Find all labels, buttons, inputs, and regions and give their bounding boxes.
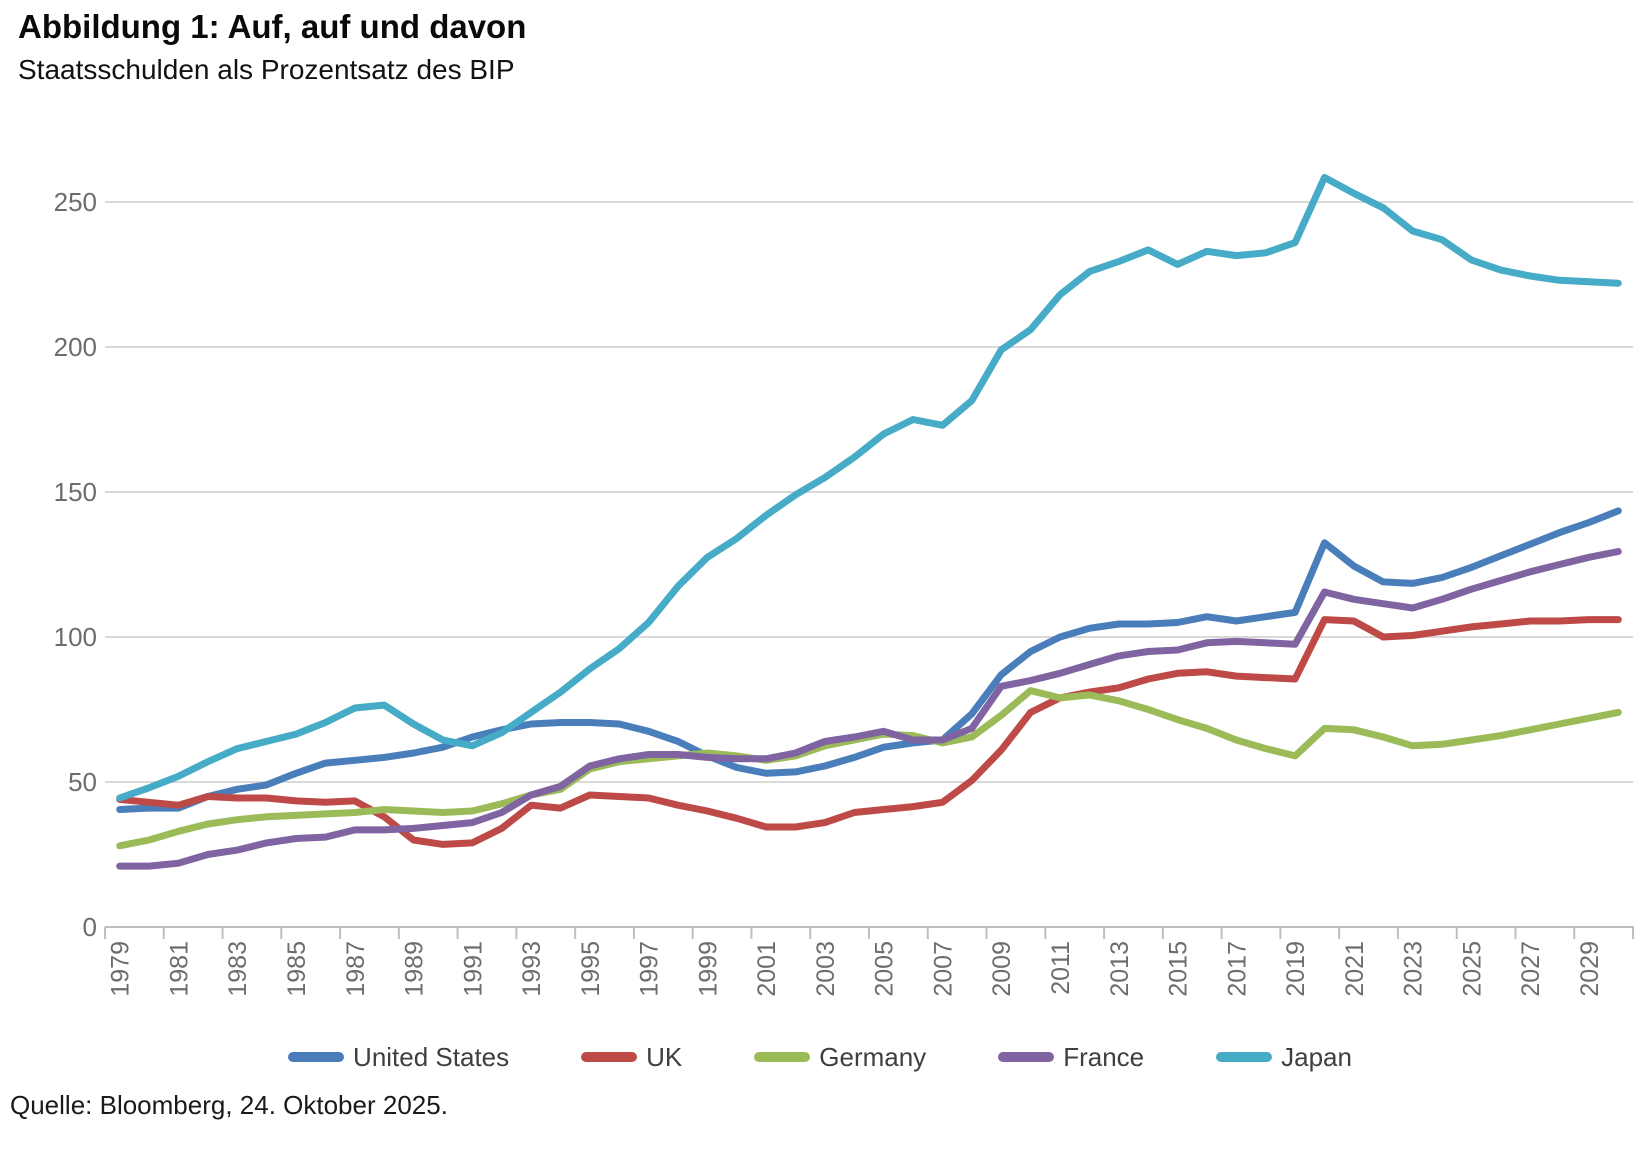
legend-item-united-states: United States — [288, 1042, 509, 1073]
x-axis-label: 2005 — [871, 941, 899, 997]
x-axis-label: 1981 — [165, 941, 193, 997]
legend-label-uk: UK — [646, 1041, 683, 1072]
y-axis-label: 100 — [54, 622, 97, 652]
x-axis-label: 2001 — [753, 941, 781, 997]
x-axis-label: 1993 — [518, 941, 546, 997]
legend-item-uk: UK — [581, 1042, 682, 1073]
x-axis-label: 1989 — [401, 941, 429, 997]
x-axis-label: 2025 — [1458, 941, 1486, 997]
x-axis-label: 1985 — [283, 941, 311, 997]
legend-swatch-united-states — [288, 1052, 345, 1062]
legend-item-japan: Japan — [1216, 1042, 1352, 1073]
x-axis-label: 2009 — [988, 941, 1016, 997]
x-axis-label: 1979 — [107, 941, 135, 997]
x-axis-label: 2003 — [812, 941, 840, 997]
y-axis-label: 50 — [68, 767, 97, 797]
series-line-france — [116, 548, 1622, 870]
x-axis-label: 1987 — [342, 941, 370, 997]
legend-label-france: France — [1063, 1041, 1145, 1072]
legend-label-germany: Germany — [819, 1041, 927, 1072]
x-axis-label: 1997 — [636, 941, 664, 997]
y-axis-label: 0 — [83, 912, 97, 942]
series-line-japan — [116, 173, 1622, 802]
x-axis-label: 2007 — [929, 941, 957, 997]
legend-label-united-states: United States — [353, 1041, 510, 1072]
x-axis-label: 1983 — [224, 941, 252, 997]
x-axis-label: 1991 — [459, 941, 487, 997]
figure-subtitle: Staatsschulden als Prozentsatz des BIP — [18, 54, 515, 85]
legend-swatch-germany — [754, 1052, 811, 1062]
x-axis-label: 1999 — [694, 941, 722, 997]
x-axis-label: 2015 — [1165, 941, 1193, 997]
legend-swatch-france — [998, 1052, 1055, 1062]
x-axis-label: 1995 — [577, 941, 605, 997]
x-axis-label: 2021 — [1341, 941, 1369, 997]
legend-item-france: France — [998, 1042, 1144, 1073]
y-axis-label: 250 — [54, 187, 97, 217]
x-axis-label: 2019 — [1282, 941, 1310, 997]
legend-swatch-uk — [581, 1052, 638, 1062]
legend-swatch-japan — [1216, 1052, 1273, 1062]
x-axis-label: 2029 — [1576, 941, 1604, 997]
y-axis-label: 150 — [54, 477, 97, 507]
x-axis-label: 2027 — [1517, 941, 1545, 997]
chart-legend: United States UK Germany France Japan — [0, 1036, 1640, 1078]
figure-title: Abbildung 1: Auf, auf und davon — [18, 8, 527, 45]
x-axis-label: 2013 — [1106, 941, 1134, 997]
y-axis-label: 200 — [54, 332, 97, 362]
source-note: Quelle: Bloomberg, 24. Oktober 2025. — [10, 1090, 448, 1120]
legend-label-japan: Japan — [1281, 1041, 1352, 1072]
legend-item-germany: Germany — [754, 1042, 926, 1073]
x-axis-label: 2017 — [1223, 941, 1251, 997]
x-axis-label: 2011 — [1047, 941, 1075, 995]
x-axis-label: 2023 — [1400, 941, 1428, 997]
series-line-united-states — [116, 507, 1622, 813]
